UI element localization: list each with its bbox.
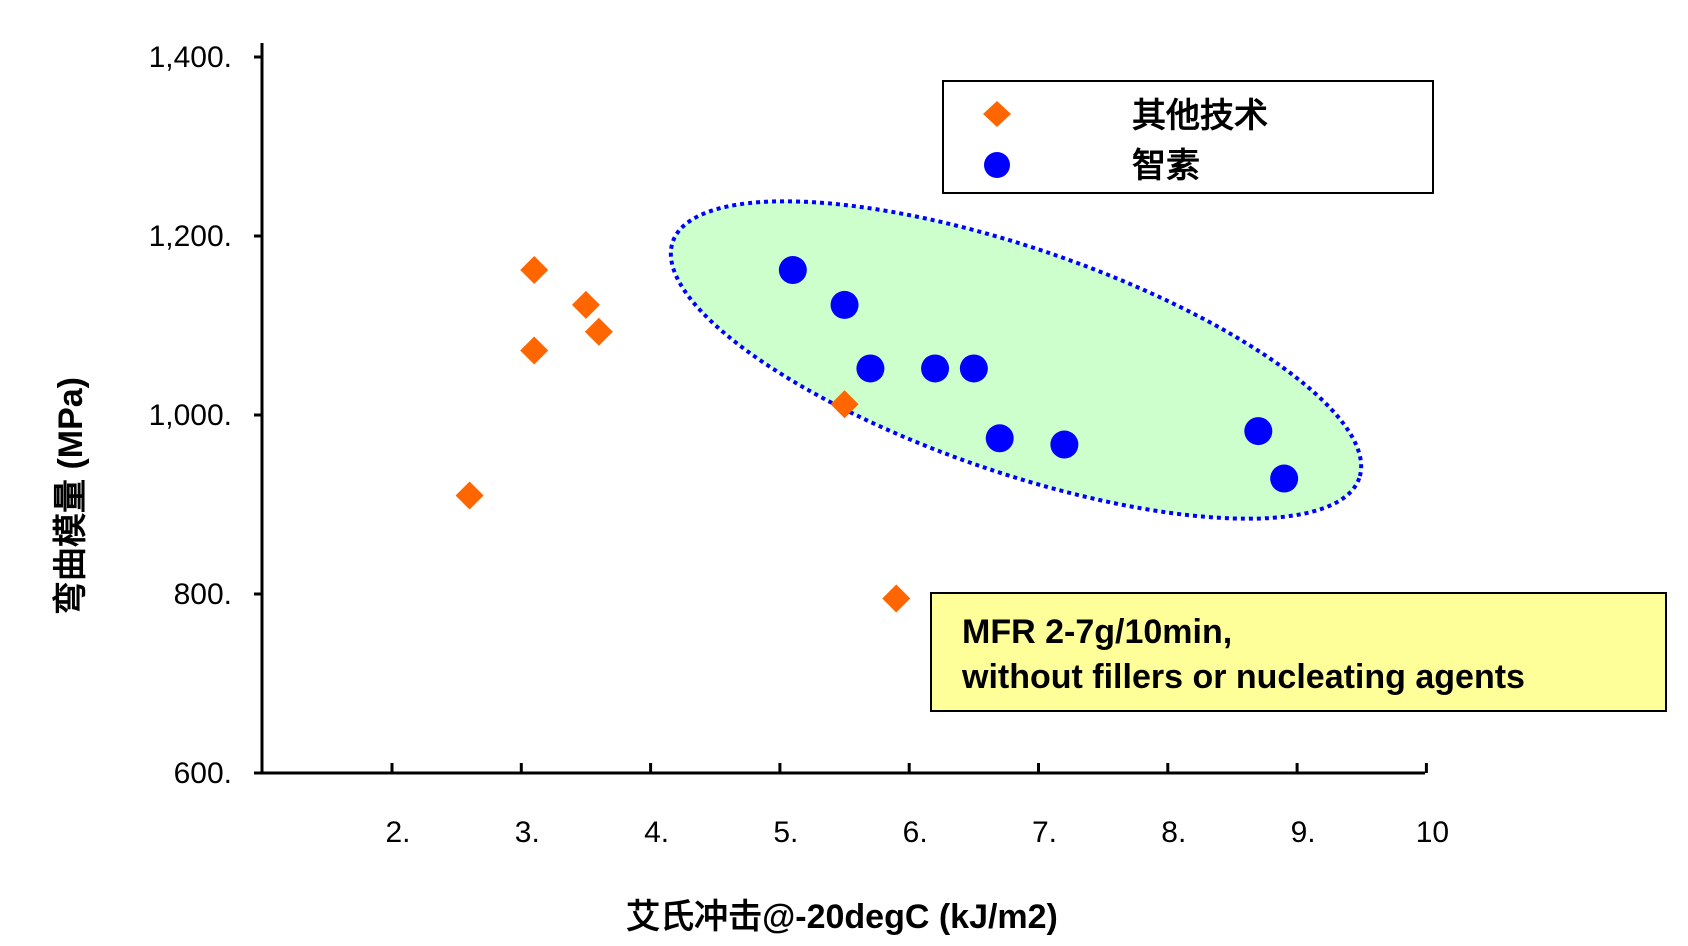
data-point-zhisu [1270, 464, 1299, 493]
y-tick-label: 1,000. [149, 399, 232, 432]
data-point-zhisu [1050, 430, 1079, 459]
x-tick-label: 3. [515, 816, 540, 849]
x-axis-title: 艾氏冲击@-20degC (kJ/m2) [626, 898, 1058, 936]
x-tick-label: 2. [385, 816, 410, 849]
legend-box [942, 80, 1434, 194]
data-point-other-tech [455, 481, 484, 510]
data-point-zhisu [985, 424, 1014, 453]
data-point-zhisu [959, 354, 988, 383]
x-axis-ticks: 2. 3. 4. 5. 6. 7. 8. 9. 10 [385, 763, 1449, 849]
y-tick-label: 600. [174, 757, 232, 790]
y-axis-ticks: 600. 800. 1,000. 1,200. 1,400. [149, 41, 262, 790]
data-point-other-tech [520, 336, 549, 365]
highlight-ellipse [668, 199, 1364, 521]
x-tick-label: 8. [1161, 816, 1186, 849]
y-tick-label: 1,200. [149, 220, 232, 253]
x-tick-label: 10 [1416, 816, 1449, 849]
annotation-line-1: MFR 2-7g/10min, [962, 613, 1232, 651]
data-point-zhisu [778, 256, 807, 285]
data-point-zhisu [830, 290, 859, 319]
legend-label-zhisu: 智素 [1132, 147, 1200, 185]
y-axis-title: 弯曲模量 (MPa) [51, 377, 90, 615]
x-tick-label: 5. [773, 816, 798, 849]
legend-label-other-tech: 其他技术 [1132, 97, 1268, 135]
data-point-zhisu [856, 354, 885, 383]
x-tick-label: 6. [903, 816, 928, 849]
legend: 其他技术 智素 [942, 80, 1434, 194]
y-tick-label: 1,400. [149, 41, 232, 74]
data-point-other-tech [830, 390, 859, 419]
data-point-other-tech [584, 317, 613, 346]
data-point-other-tech [882, 584, 911, 613]
x-tick-label: 7. [1032, 816, 1057, 849]
y-tick-label: 800. [174, 578, 232, 611]
annotation-line-2: without fillers or nucleating agents [961, 658, 1525, 696]
data-point-other-tech [571, 290, 600, 319]
legend-circle-marker [984, 152, 1010, 178]
x-tick-label: 9. [1291, 816, 1316, 849]
data-point-other-tech [520, 256, 549, 285]
data-points [455, 256, 1299, 613]
annotation-box [930, 592, 1667, 712]
annotation: MFR 2-7g/10min, without fillers or nucle… [930, 592, 1667, 712]
data-point-zhisu [1244, 417, 1273, 446]
x-tick-label: 4. [644, 816, 669, 849]
data-point-zhisu [921, 354, 950, 383]
legend-diamond-marker [983, 101, 1011, 127]
